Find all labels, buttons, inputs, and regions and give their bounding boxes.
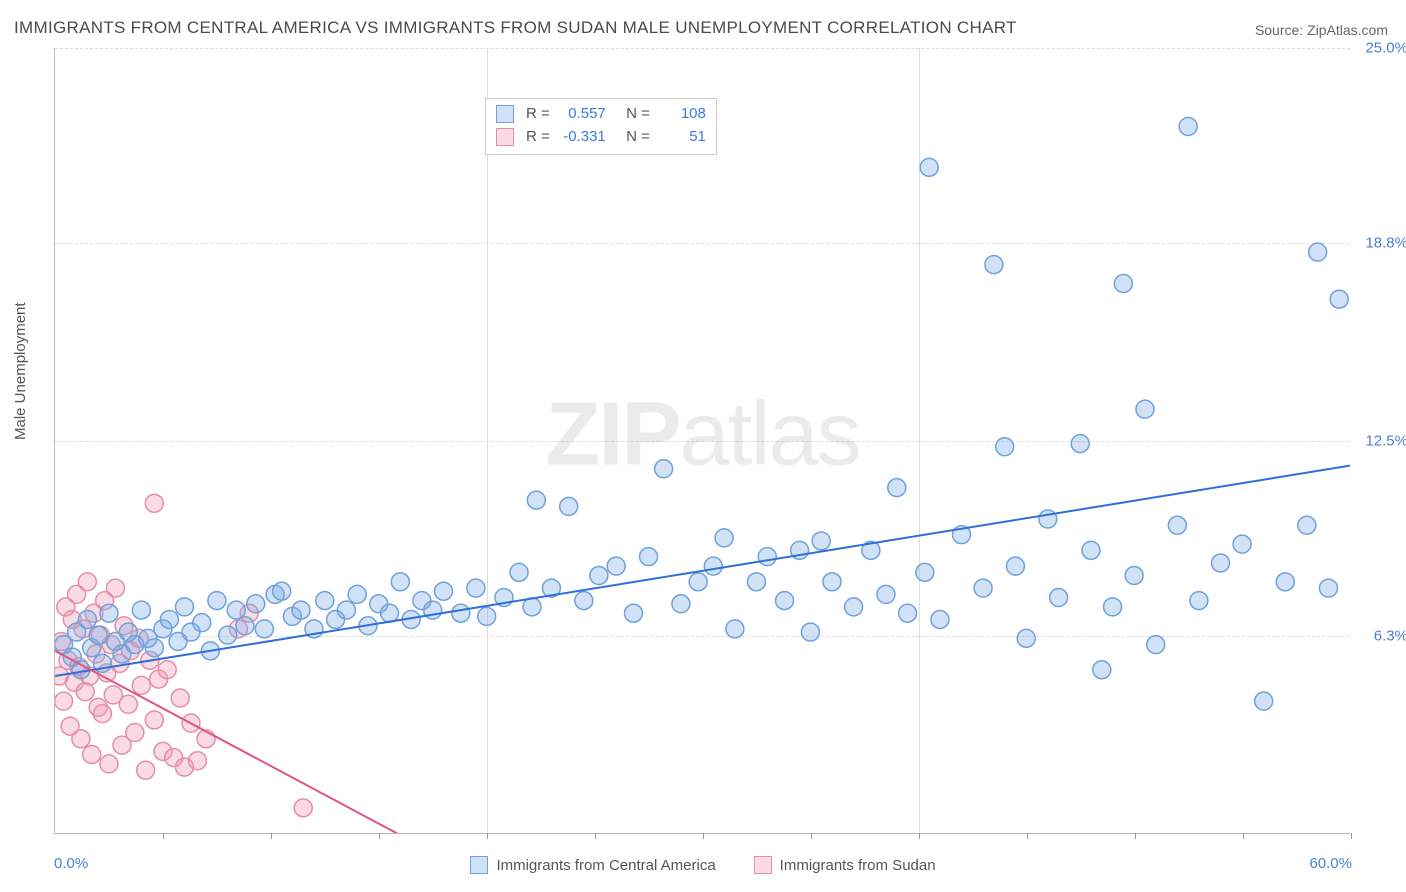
n-label: N =: [618, 126, 650, 149]
legend-item-series2: Immigrants from Sudan: [754, 856, 936, 874]
y-axis-label: Male Unemployment: [12, 302, 29, 440]
n-value-series2: 51: [658, 126, 706, 149]
legend-swatch-series2: [496, 128, 514, 146]
source-attribution: Source: ZipAtlas.com: [1255, 22, 1388, 38]
legend-swatch-bottom-series2: [754, 856, 772, 874]
legend-row-series1: R = 0.557 N = 108: [496, 103, 706, 126]
r-value-series1: 0.557: [558, 103, 606, 126]
y-tick-label: 25.0%: [1356, 40, 1406, 57]
y-tick-label: 6.3%: [1356, 627, 1406, 644]
legend-swatch-bottom-series1: [470, 856, 488, 874]
legend-item-series1: Immigrants from Central America: [470, 856, 715, 874]
series-legend: Immigrants from Central America Immigran…: [0, 856, 1406, 874]
correlation-legend-box: R = 0.557 N = 108 R = -0.331 N = 51: [485, 98, 717, 155]
n-value-series1: 108: [658, 103, 706, 126]
legend-swatch-series1: [496, 105, 514, 123]
r-label: R =: [526, 126, 550, 149]
r-value-series2: -0.331: [558, 126, 606, 149]
legend-label-series1: Immigrants from Central America: [496, 857, 715, 874]
chart-plot-area: ZIPatlas R = 0.557 N = 108 R = -0.331 N …: [54, 48, 1350, 834]
scatter-plot-svg: [55, 48, 1350, 833]
y-tick-label: 12.5%: [1356, 433, 1406, 450]
y-tick-label: 18.8%: [1356, 234, 1406, 251]
legend-row-series2: R = -0.331 N = 51: [496, 126, 706, 149]
r-label: R =: [526, 103, 550, 126]
n-label: N =: [618, 103, 650, 126]
chart-title: IMMIGRANTS FROM CENTRAL AMERICA VS IMMIG…: [14, 18, 1017, 38]
legend-label-series2: Immigrants from Sudan: [780, 857, 936, 874]
